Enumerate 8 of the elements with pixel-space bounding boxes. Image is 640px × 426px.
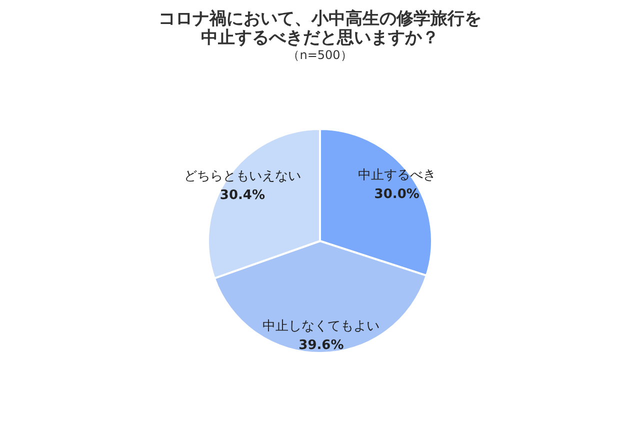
data-label: 39.6% (298, 338, 344, 353)
slice-label: どちらともいえない (184, 169, 301, 184)
chart-title: コロナ禍において、小中高生の修学旅行を中止するべきだと思いますか？ (158, 9, 482, 48)
slice-label: 中止しなくてもよい (262, 318, 380, 334)
chart-subtitle: （n=500） (288, 48, 352, 62)
data-label: 30.4% (220, 188, 265, 204)
slice-label: 中止するべき (358, 168, 436, 184)
data-label: 30.0% (374, 187, 420, 202)
